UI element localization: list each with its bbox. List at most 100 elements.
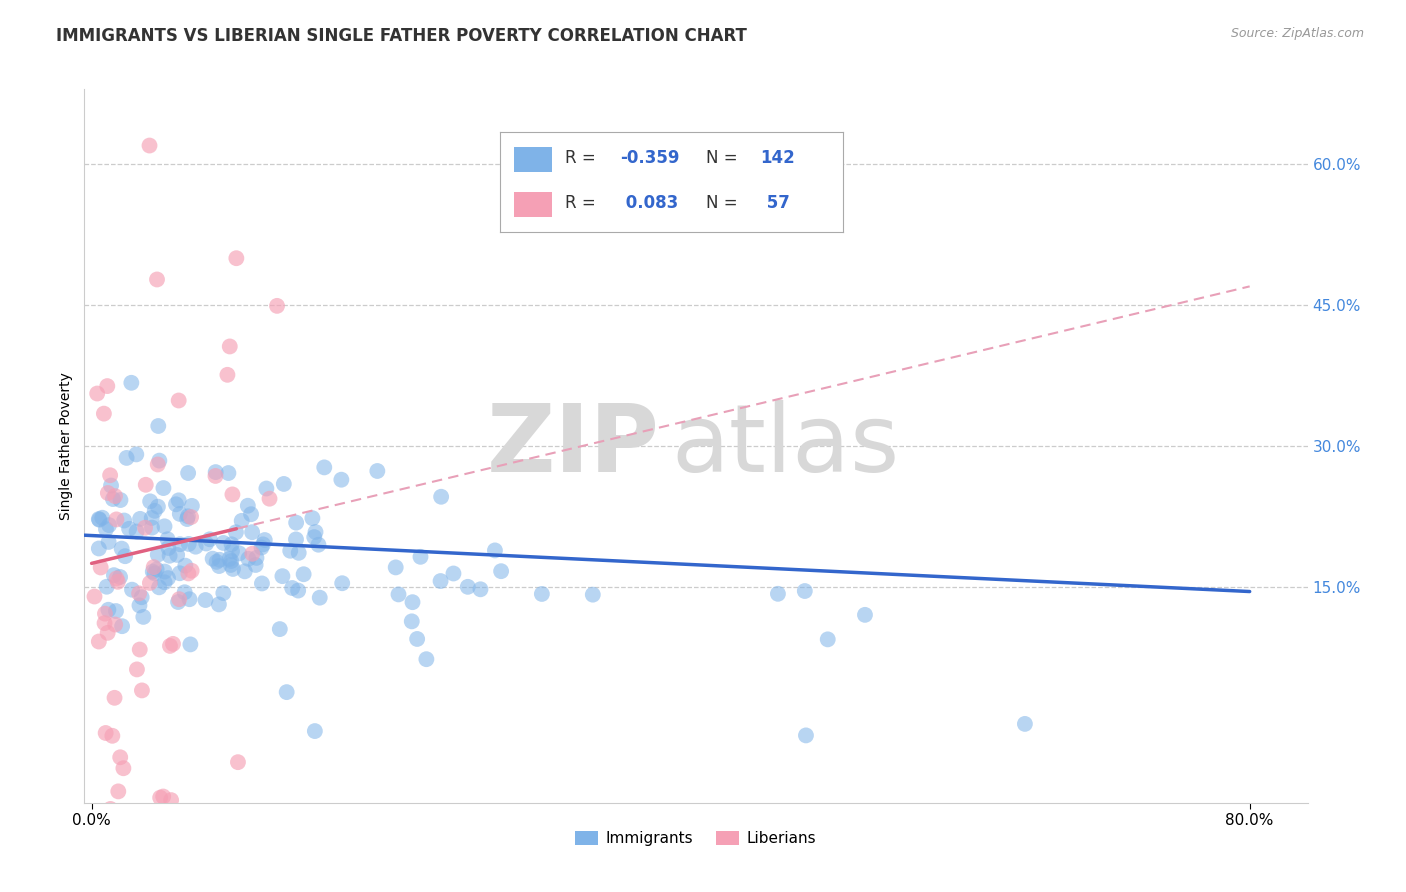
Point <box>104 604 127 618</box>
Point <box>153 565 176 579</box>
Point <box>167 595 190 609</box>
Point <box>153 575 176 590</box>
Point <box>401 595 423 609</box>
Point <box>240 507 263 521</box>
Point <box>177 566 200 581</box>
Point <box>174 558 197 573</box>
Point <box>118 522 141 536</box>
Point <box>157 571 180 585</box>
Point <box>105 571 128 585</box>
Point <box>101 729 124 743</box>
Text: atlas: atlas <box>672 400 900 492</box>
Point <box>128 642 150 657</box>
Point <box>254 482 277 496</box>
Point <box>179 637 201 651</box>
Point <box>221 487 243 501</box>
Point <box>108 750 131 764</box>
Point <box>156 533 179 547</box>
Point <box>307 538 329 552</box>
Point <box>1014 717 1036 731</box>
Point <box>250 576 273 591</box>
Point <box>96 379 118 393</box>
Point <box>121 582 143 597</box>
Point <box>152 789 174 804</box>
Point <box>112 761 135 775</box>
Point <box>179 592 201 607</box>
Point <box>100 802 122 816</box>
Point <box>131 591 153 605</box>
Text: Source: ZipAtlas.com: Source: ZipAtlas.com <box>1230 27 1364 40</box>
Point <box>93 407 115 421</box>
Point <box>134 521 156 535</box>
Point <box>226 755 249 769</box>
Point <box>217 466 239 480</box>
Point <box>89 513 111 527</box>
Point <box>101 491 124 506</box>
Point <box>143 566 166 581</box>
Point <box>166 548 188 562</box>
Point <box>94 522 117 536</box>
Point <box>180 510 202 524</box>
Point <box>104 617 127 632</box>
Point <box>225 251 247 265</box>
Point <box>409 549 432 564</box>
Point <box>125 524 148 539</box>
Point <box>90 560 112 574</box>
Point <box>259 491 281 506</box>
Point <box>208 553 231 567</box>
Point <box>271 569 294 583</box>
Point <box>245 558 267 572</box>
Point <box>401 615 423 629</box>
Point <box>304 724 326 739</box>
Point <box>165 497 187 511</box>
Point <box>276 685 298 699</box>
Point <box>484 543 506 558</box>
Point <box>148 453 170 467</box>
Point <box>115 450 138 465</box>
Point <box>222 562 245 576</box>
Point <box>201 551 224 566</box>
Point <box>146 548 169 562</box>
Point <box>219 554 242 568</box>
Point <box>159 549 181 563</box>
Point <box>107 784 129 798</box>
Point <box>143 504 166 518</box>
Point <box>111 619 134 633</box>
Point <box>204 465 226 479</box>
Point <box>470 582 492 597</box>
Point <box>236 499 259 513</box>
Point <box>240 525 263 540</box>
Point <box>308 591 330 605</box>
Point <box>285 533 308 547</box>
Point <box>153 519 176 533</box>
Point <box>142 560 165 574</box>
Point <box>94 726 117 740</box>
Point <box>176 512 198 526</box>
Point <box>212 536 235 550</box>
Point <box>273 477 295 491</box>
Point <box>817 632 839 647</box>
Point <box>195 536 218 550</box>
Point <box>387 587 409 601</box>
Point <box>205 555 228 569</box>
Point <box>107 574 129 589</box>
Point <box>184 540 207 554</box>
Point <box>366 464 388 478</box>
Point <box>194 593 217 607</box>
Point <box>96 580 118 594</box>
Point <box>96 888 118 892</box>
Point <box>177 537 200 551</box>
Point <box>120 376 142 390</box>
Point <box>252 537 274 551</box>
Point <box>167 493 190 508</box>
Point <box>97 625 120 640</box>
Point <box>160 793 183 807</box>
Point <box>169 507 191 521</box>
Point <box>253 533 276 547</box>
Point <box>125 662 148 676</box>
Point <box>167 393 190 408</box>
Legend: Immigrants, Liberians: Immigrants, Liberians <box>569 825 823 852</box>
Point <box>330 473 353 487</box>
Point <box>129 512 152 526</box>
Point <box>100 478 122 492</box>
